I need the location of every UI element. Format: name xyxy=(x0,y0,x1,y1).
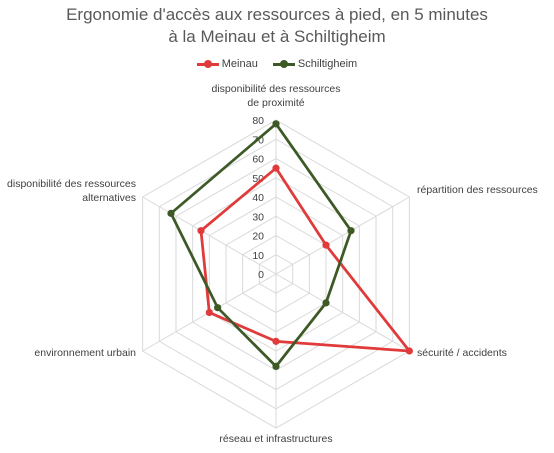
legend: Meinau Schiltigheim xyxy=(0,58,554,72)
legend-label-meinau: Meinau xyxy=(221,58,258,70)
series-point-schiltigheim-2 xyxy=(322,299,330,307)
axis-label-4: environnement urbain xyxy=(34,347,136,359)
tick-label-20: 20 xyxy=(252,231,264,243)
series-point-schiltigheim-1 xyxy=(347,227,355,235)
series-point-schiltigheim-0 xyxy=(272,120,280,128)
series-point-meinau-3 xyxy=(272,337,280,345)
series-point-meinau-2 xyxy=(405,347,413,355)
spoke-2 xyxy=(275,273,410,352)
legend-label-schiltigheim: Schiltigheim xyxy=(297,58,358,70)
tick-label-80: 80 xyxy=(252,115,264,127)
legend-swatch-schiltigheim xyxy=(272,59,295,69)
tick-label-0: 0 xyxy=(258,269,264,281)
legend-item-schiltigheim: Schiltigheim xyxy=(272,58,358,70)
series-point-meinau-4 xyxy=(205,308,213,317)
tick-label-50: 50 xyxy=(252,173,264,185)
series-point-schiltigheim-4 xyxy=(214,304,222,312)
axis-label-3: réseau et infrastructures xyxy=(219,433,332,445)
legend-item-meinau: Meinau xyxy=(196,58,258,70)
axis-label-0: disponibilité des ressources de proximité xyxy=(212,83,341,109)
series-point-meinau-0 xyxy=(272,164,280,172)
series-point-schiltigheim-3 xyxy=(272,362,280,370)
spoke-1 xyxy=(275,196,410,275)
tick-label-10: 10 xyxy=(252,250,264,262)
chart-title-line-1: Ergonomie d'accès aux ressources à pied,… xyxy=(66,5,488,24)
axis-label-5: disponibilité des ressources alternatives xyxy=(7,178,136,204)
legend-swatch-meinau xyxy=(196,59,219,69)
tick-label-60: 60 xyxy=(252,154,264,166)
tick-label-30: 30 xyxy=(252,211,264,223)
tick-label-40: 40 xyxy=(252,192,264,204)
spoke-5 xyxy=(142,196,277,275)
series-point-meinau-5 xyxy=(197,227,205,235)
chart-title: Ergonomie d'accès aux ressources à pied,… xyxy=(0,4,554,48)
axis-label-1: répartition des ressources xyxy=(417,184,538,196)
series-point-meinau-1 xyxy=(322,241,330,249)
series-point-schiltigheim-5 xyxy=(167,209,175,217)
axis-label-2: sécurité / accidents xyxy=(417,347,507,359)
chart-title-line-2: à la Meinau et à Schiltigheim xyxy=(168,27,386,46)
